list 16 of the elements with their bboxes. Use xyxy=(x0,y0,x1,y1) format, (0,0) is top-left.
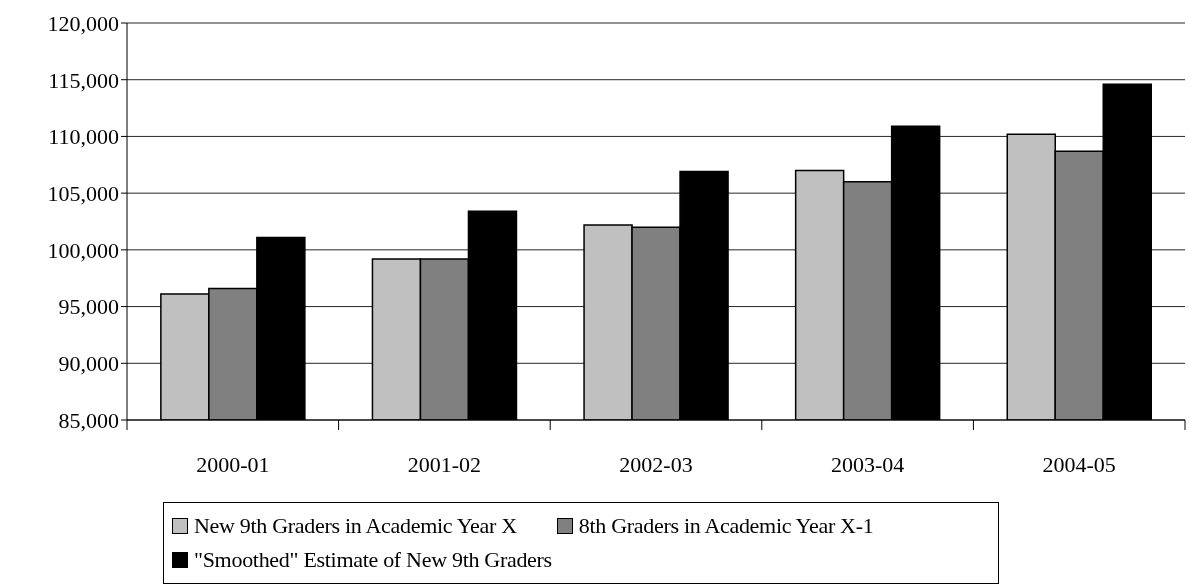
x-tick-label: 2000-01 xyxy=(196,452,270,477)
x-tick-label: 2004-05 xyxy=(1042,452,1116,477)
y-tick-label: 90,000 xyxy=(58,351,119,377)
legend-label: New 9th Graders in Academic Year X xyxy=(194,512,517,540)
legend-label: 8th Graders in Academic Year X-1 xyxy=(578,512,874,540)
x-tick-label: 2002-03 xyxy=(619,452,693,477)
x-tick-label: 2003-04 xyxy=(830,452,905,477)
y-tick-label: 115,000 xyxy=(48,67,119,93)
y-tick-label: 110,000 xyxy=(48,124,119,150)
y-tick-label: 105,000 xyxy=(47,180,119,206)
y-tick-label: 85,000 xyxy=(58,407,119,433)
legend-label: "Smoothed" Estimate of New 9th Graders xyxy=(194,546,552,574)
y-tick-label: 120,000 xyxy=(47,10,119,36)
y-tick-label: 95,000 xyxy=(58,294,119,320)
x-tick-label: 2001-02 xyxy=(407,452,482,477)
y-tick-label: 100,000 xyxy=(47,237,119,263)
